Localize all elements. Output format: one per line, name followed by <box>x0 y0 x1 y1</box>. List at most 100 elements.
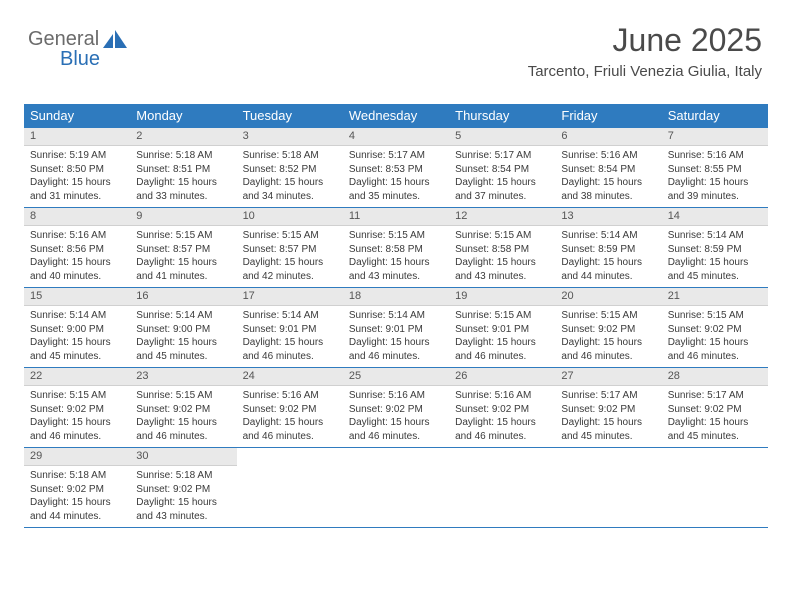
day-number: 4 <box>343 128 449 146</box>
day-body: Sunrise: 5:14 AMSunset: 9:00 PMDaylight:… <box>24 306 130 367</box>
day-number: 10 <box>237 208 343 226</box>
weekday-header: Tuesday <box>237 104 343 128</box>
logo-sails-icon <box>101 28 129 50</box>
calendar-day-cell: 14Sunrise: 5:14 AMSunset: 8:59 PMDayligh… <box>662 208 768 287</box>
calendar-day-cell: 17Sunrise: 5:14 AMSunset: 9:01 PMDayligh… <box>237 288 343 367</box>
calendar-day-cell: 18Sunrise: 5:14 AMSunset: 9:01 PMDayligh… <box>343 288 449 367</box>
weekday-header: Wednesday <box>343 104 449 128</box>
day-body: Sunrise: 5:15 AMSunset: 8:57 PMDaylight:… <box>130 226 236 287</box>
day-body: Sunrise: 5:18 AMSunset: 9:02 PMDaylight:… <box>24 466 130 527</box>
day-number: 18 <box>343 288 449 306</box>
day-number: 27 <box>555 368 661 386</box>
calendar-day-cell: 21Sunrise: 5:15 AMSunset: 9:02 PMDayligh… <box>662 288 768 367</box>
day-body: Sunrise: 5:15 AMSunset: 9:02 PMDaylight:… <box>130 386 236 447</box>
weeks-container: 1Sunrise: 5:19 AMSunset: 8:50 PMDaylight… <box>24 128 768 528</box>
day-body: Sunrise: 5:15 AMSunset: 9:02 PMDaylight:… <box>24 386 130 447</box>
page-title: June 2025 <box>528 22 762 59</box>
day-body: Sunrise: 5:14 AMSunset: 9:01 PMDaylight:… <box>237 306 343 367</box>
day-body: Sunrise: 5:15 AMSunset: 9:02 PMDaylight:… <box>555 306 661 367</box>
day-body: Sunrise: 5:14 AMSunset: 9:01 PMDaylight:… <box>343 306 449 367</box>
day-number: 3 <box>237 128 343 146</box>
day-body: Sunrise: 5:14 AMSunset: 9:00 PMDaylight:… <box>130 306 236 367</box>
day-body: Sunrise: 5:15 AMSunset: 8:58 PMDaylight:… <box>343 226 449 287</box>
calendar-day-cell: 20Sunrise: 5:15 AMSunset: 9:02 PMDayligh… <box>555 288 661 367</box>
weekday-header: Friday <box>555 104 661 128</box>
day-body: Sunrise: 5:18 AMSunset: 8:52 PMDaylight:… <box>237 146 343 207</box>
weekday-header: Sunday <box>24 104 130 128</box>
day-number: 1 <box>24 128 130 146</box>
day-body: Sunrise: 5:16 AMSunset: 9:02 PMDaylight:… <box>449 386 555 447</box>
calendar-day-cell: 24Sunrise: 5:16 AMSunset: 9:02 PMDayligh… <box>237 368 343 447</box>
weekday-header: Thursday <box>449 104 555 128</box>
day-number: 11 <box>343 208 449 226</box>
calendar-week-row: 1Sunrise: 5:19 AMSunset: 8:50 PMDaylight… <box>24 128 768 208</box>
day-number: 26 <box>449 368 555 386</box>
day-number: 22 <box>24 368 130 386</box>
day-number: 30 <box>130 448 236 466</box>
day-number: 5 <box>449 128 555 146</box>
day-body: Sunrise: 5:16 AMSunset: 8:54 PMDaylight:… <box>555 146 661 207</box>
calendar-day-cell: 5Sunrise: 5:17 AMSunset: 8:54 PMDaylight… <box>449 128 555 207</box>
calendar-day-cell: 6Sunrise: 5:16 AMSunset: 8:54 PMDaylight… <box>555 128 661 207</box>
calendar-day-cell: 30Sunrise: 5:18 AMSunset: 9:02 PMDayligh… <box>130 448 236 527</box>
calendar-day-cell: 4Sunrise: 5:17 AMSunset: 8:53 PMDaylight… <box>343 128 449 207</box>
calendar-day-cell: 3Sunrise: 5:18 AMSunset: 8:52 PMDaylight… <box>237 128 343 207</box>
calendar-day-cell <box>449 448 555 527</box>
calendar-day-cell <box>237 448 343 527</box>
weekday-header: Saturday <box>662 104 768 128</box>
title-block: June 2025 Tarcento, Friuli Venezia Giuli… <box>528 22 762 80</box>
calendar-day-cell: 9Sunrise: 5:15 AMSunset: 8:57 PMDaylight… <box>130 208 236 287</box>
calendar-day-cell: 25Sunrise: 5:16 AMSunset: 9:02 PMDayligh… <box>343 368 449 447</box>
weekday-header-row: Sunday Monday Tuesday Wednesday Thursday… <box>24 104 768 128</box>
day-number: 23 <box>130 368 236 386</box>
day-number: 25 <box>343 368 449 386</box>
calendar-day-cell: 22Sunrise: 5:15 AMSunset: 9:02 PMDayligh… <box>24 368 130 447</box>
calendar-week-row: 22Sunrise: 5:15 AMSunset: 9:02 PMDayligh… <box>24 368 768 448</box>
day-number: 9 <box>130 208 236 226</box>
day-body: Sunrise: 5:16 AMSunset: 8:56 PMDaylight:… <box>24 226 130 287</box>
day-body: Sunrise: 5:16 AMSunset: 9:02 PMDaylight:… <box>237 386 343 447</box>
calendar-week-row: 8Sunrise: 5:16 AMSunset: 8:56 PMDaylight… <box>24 208 768 288</box>
calendar-day-cell: 7Sunrise: 5:16 AMSunset: 8:55 PMDaylight… <box>662 128 768 207</box>
day-number: 2 <box>130 128 236 146</box>
calendar-week-row: 15Sunrise: 5:14 AMSunset: 9:00 PMDayligh… <box>24 288 768 368</box>
day-body: Sunrise: 5:15 AMSunset: 9:02 PMDaylight:… <box>662 306 768 367</box>
day-number: 6 <box>555 128 661 146</box>
calendar-day-cell: 12Sunrise: 5:15 AMSunset: 8:58 PMDayligh… <box>449 208 555 287</box>
day-body: Sunrise: 5:14 AMSunset: 8:59 PMDaylight:… <box>555 226 661 287</box>
day-body: Sunrise: 5:16 AMSunset: 8:55 PMDaylight:… <box>662 146 768 207</box>
calendar-day-cell: 15Sunrise: 5:14 AMSunset: 9:00 PMDayligh… <box>24 288 130 367</box>
calendar-day-cell: 10Sunrise: 5:15 AMSunset: 8:57 PMDayligh… <box>237 208 343 287</box>
day-number: 29 <box>24 448 130 466</box>
day-number: 19 <box>449 288 555 306</box>
calendar-day-cell: 19Sunrise: 5:15 AMSunset: 9:01 PMDayligh… <box>449 288 555 367</box>
day-body: Sunrise: 5:15 AMSunset: 8:57 PMDaylight:… <box>237 226 343 287</box>
day-number: 14 <box>662 208 768 226</box>
calendar-day-cell: 1Sunrise: 5:19 AMSunset: 8:50 PMDaylight… <box>24 128 130 207</box>
calendar-week-row: 29Sunrise: 5:18 AMSunset: 9:02 PMDayligh… <box>24 448 768 528</box>
day-number: 21 <box>662 288 768 306</box>
day-number: 24 <box>237 368 343 386</box>
day-number: 20 <box>555 288 661 306</box>
day-body: Sunrise: 5:17 AMSunset: 8:54 PMDaylight:… <box>449 146 555 207</box>
calendar-day-cell <box>662 448 768 527</box>
day-body: Sunrise: 5:16 AMSunset: 9:02 PMDaylight:… <box>343 386 449 447</box>
day-number: 8 <box>24 208 130 226</box>
day-body: Sunrise: 5:14 AMSunset: 8:59 PMDaylight:… <box>662 226 768 287</box>
calendar-day-cell: 23Sunrise: 5:15 AMSunset: 9:02 PMDayligh… <box>130 368 236 447</box>
day-number: 13 <box>555 208 661 226</box>
calendar-day-cell: 26Sunrise: 5:16 AMSunset: 9:02 PMDayligh… <box>449 368 555 447</box>
day-body: Sunrise: 5:18 AMSunset: 9:02 PMDaylight:… <box>130 466 236 527</box>
calendar-day-cell: 2Sunrise: 5:18 AMSunset: 8:51 PMDaylight… <box>130 128 236 207</box>
calendar-day-cell: 27Sunrise: 5:17 AMSunset: 9:02 PMDayligh… <box>555 368 661 447</box>
day-body: Sunrise: 5:15 AMSunset: 8:58 PMDaylight:… <box>449 226 555 287</box>
calendar-day-cell: 13Sunrise: 5:14 AMSunset: 8:59 PMDayligh… <box>555 208 661 287</box>
day-number: 17 <box>237 288 343 306</box>
location-text: Tarcento, Friuli Venezia Giulia, Italy <box>528 63 762 80</box>
calendar-day-cell: 8Sunrise: 5:16 AMSunset: 8:56 PMDaylight… <box>24 208 130 287</box>
calendar-day-cell: 29Sunrise: 5:18 AMSunset: 9:02 PMDayligh… <box>24 448 130 527</box>
day-number: 7 <box>662 128 768 146</box>
calendar-day-cell <box>343 448 449 527</box>
calendar-day-cell <box>555 448 661 527</box>
day-body: Sunrise: 5:17 AMSunset: 9:02 PMDaylight:… <box>662 386 768 447</box>
